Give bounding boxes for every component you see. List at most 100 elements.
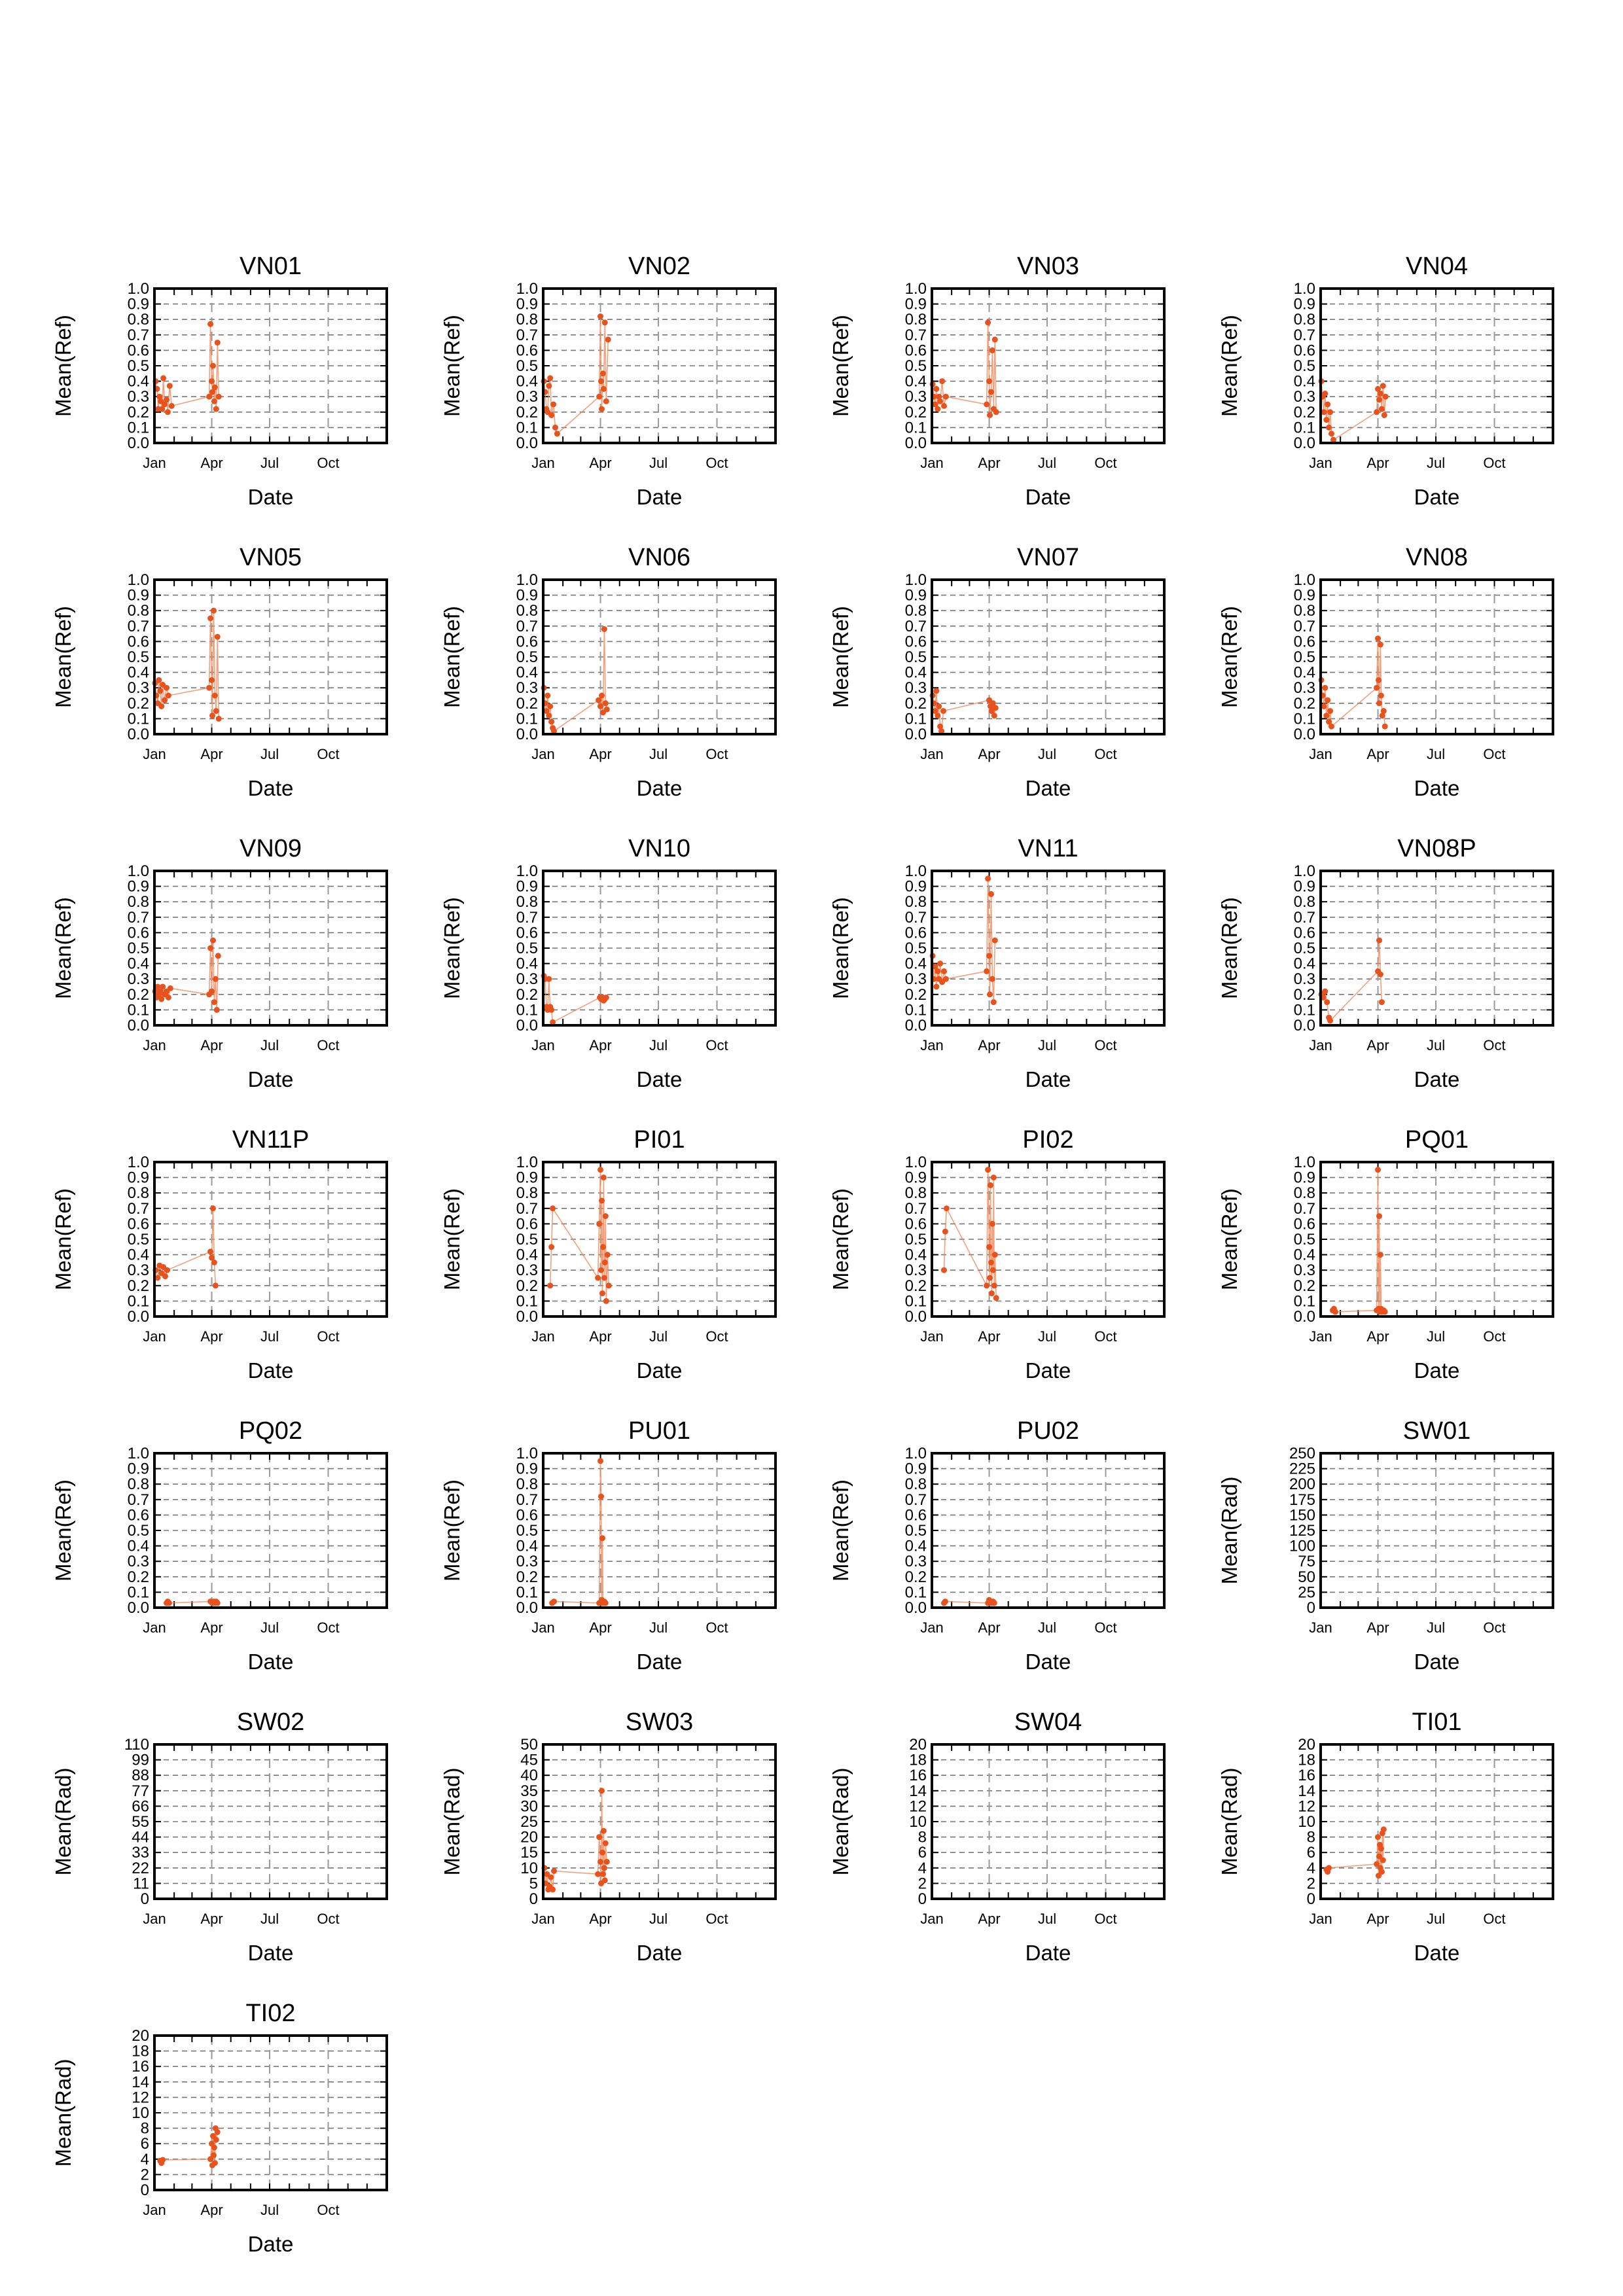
data-point (543, 708, 550, 715)
y-tick-label: 0.1 (1294, 419, 1315, 436)
y-axis-label: Mean(Ref) (440, 315, 464, 417)
y-tick-label: 0.2 (1294, 404, 1315, 421)
data-point (211, 1259, 217, 1265)
plot-frame (1319, 870, 1554, 1027)
y-tick-label: 14 (909, 1782, 927, 1800)
y-tick-label: 0.7 (516, 327, 538, 344)
data-point (990, 1267, 996, 1273)
x-tick-label: Jan (143, 455, 166, 471)
data-point (544, 692, 551, 699)
panel-vn11p: VN11P 0.00.10.20.30.40.50.60.70.80.91.0 Ja… (51, 1126, 388, 1383)
data-point (211, 384, 218, 391)
y-tick-label: 35 (520, 1782, 538, 1800)
data-point (1327, 708, 1334, 715)
data-point (547, 375, 554, 381)
data-point (211, 398, 217, 404)
data-point (207, 321, 214, 327)
x-tick-label: Jul (1038, 1619, 1056, 1636)
y-tick-label: 0.8 (516, 893, 538, 911)
y-tick-label: 0.8 (516, 1475, 538, 1493)
x-axis-label: Date (1414, 485, 1460, 509)
x-tick-label: Oct (317, 455, 339, 471)
y-tick-label: 0.8 (905, 1475, 927, 1493)
data-point (211, 607, 217, 614)
y-tick-label: 0.6 (516, 1215, 538, 1233)
x-tick-label: Jul (260, 455, 279, 471)
x-axis-label: Date (1026, 1650, 1071, 1674)
y-tick-label: 18 (1298, 1752, 1315, 1769)
y-axis-label: Mean(Ref) (51, 1188, 75, 1290)
y-tick-label: 0.9 (128, 296, 149, 313)
x-tick-label: Oct (705, 455, 728, 471)
panel-title: PI01 (633, 1126, 685, 1154)
y-tick-label: 0.4 (128, 1538, 149, 1555)
y-tick-label: 0.1 (128, 710, 149, 728)
data-point (164, 1267, 170, 1273)
y-tick-label: 0.8 (128, 893, 149, 911)
data-point (211, 2152, 217, 2159)
data-point (158, 996, 165, 1002)
data-point (597, 1458, 603, 1464)
data-point (987, 991, 993, 998)
x-tick-label: Jul (260, 1911, 279, 1927)
x-tick-label: Jan (531, 1037, 554, 1053)
x-tick-label: Oct (1094, 1328, 1116, 1345)
data-point (160, 375, 167, 381)
plot-frame (542, 1743, 777, 1900)
data-point (939, 378, 946, 385)
data-point (164, 684, 169, 691)
y-tick-label: 0.6 (905, 1215, 927, 1233)
data-point (1382, 393, 1389, 400)
data-point (942, 1228, 948, 1235)
data-point (167, 985, 173, 991)
x-tick-label: Oct (1094, 1037, 1116, 1053)
data-point (991, 713, 997, 719)
plot-frame (542, 1161, 777, 1318)
y-tick-label: 0.4 (516, 1538, 538, 1555)
y-tick-label: 0.2 (516, 404, 538, 421)
data-point (599, 406, 605, 412)
plot-frame (931, 578, 1166, 735)
y-tick-label: 1.0 (128, 280, 149, 298)
x-axis-label: Date (248, 1941, 294, 1965)
y-tick-label: 0.5 (1294, 940, 1315, 957)
data-point (935, 406, 941, 412)
data-point (943, 1205, 950, 1212)
y-tick-label: 99 (132, 1752, 149, 1769)
y-tick-label: 0.7 (516, 618, 538, 635)
y-tick-label: 0.2 (516, 1568, 538, 1586)
y-tick-label: 0.2 (1294, 1277, 1315, 1295)
x-tick-label: Jan (531, 1619, 554, 1636)
y-tick-label: 0.3 (128, 1553, 149, 1570)
data-point (157, 688, 164, 694)
y-tick-label: 2 (141, 2166, 149, 2183)
y-tick-label: 0.2 (905, 986, 927, 1004)
data-point (599, 1535, 605, 1542)
x-tick-label: Jan (920, 1619, 943, 1636)
data-point (984, 968, 990, 974)
y-tick-label: 0.6 (1294, 924, 1315, 942)
y-axis-label: Mean(Ref) (1217, 1188, 1241, 1290)
y-tick-label: 0.2 (128, 986, 149, 1004)
y-tick-label: 0.7 (128, 1491, 149, 1509)
y-tick-label: 0.1 (905, 710, 927, 728)
data-point (546, 383, 552, 389)
y-tick-label: 175 (1289, 1491, 1315, 1509)
x-tick-label: Oct (1483, 1037, 1505, 1053)
plot-frame (542, 287, 777, 444)
data-point (1375, 385, 1381, 392)
data-point (209, 713, 215, 719)
data-point (990, 700, 996, 707)
data-point (599, 1290, 605, 1297)
x-tick-label: Apr (200, 1619, 223, 1636)
x-axis-label: Date (248, 2232, 294, 2256)
y-tick-label: 16 (1298, 1767, 1315, 1784)
y-axis-label: Mean(Ref) (51, 1479, 75, 1581)
y-tick-label: 2 (918, 1875, 927, 1892)
y-tick-label: 1.0 (516, 862, 538, 880)
data-point (548, 1874, 554, 1881)
data-point (600, 1828, 607, 1834)
x-tick-label: Jan (531, 1328, 554, 1345)
